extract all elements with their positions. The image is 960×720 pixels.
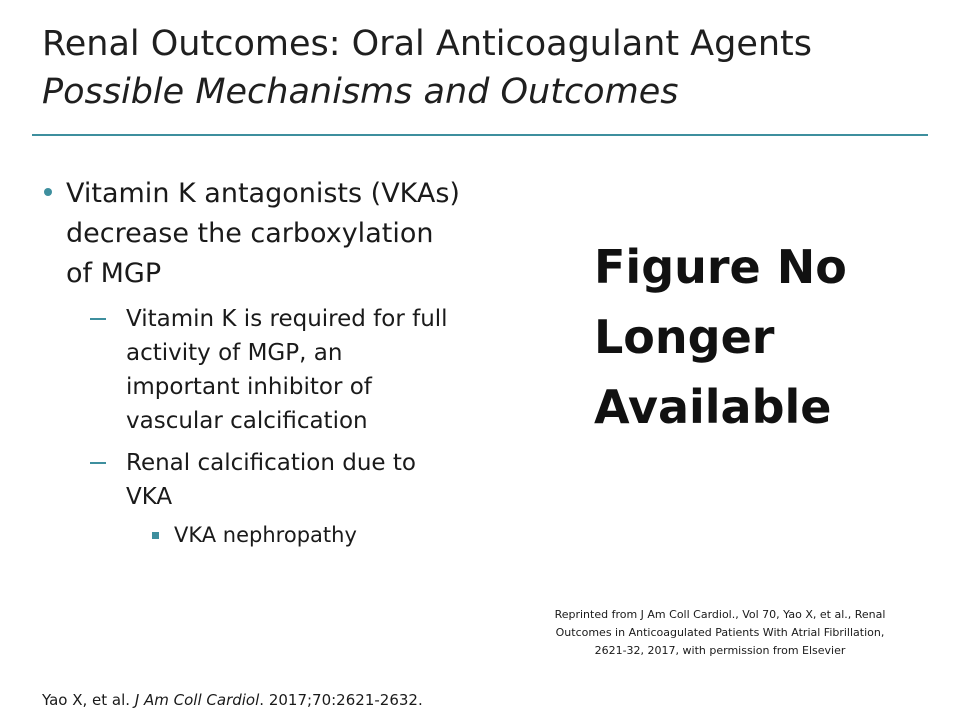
credit-line: Reprinted from J Am Coll Cardiol., Vol 7…: [554, 608, 886, 621]
bullet-level2: Vitamin K is required for full activity …: [42, 302, 462, 438]
placeholder-line: Available: [594, 380, 832, 434]
citation-journal: J Am Coll Cardiol: [134, 691, 260, 709]
slide-title-block: Renal Outcomes: Oral Anticoagulant Agent…: [42, 20, 922, 116]
dash-bullet-icon: [90, 318, 106, 320]
placeholder-line: Figure No: [594, 240, 847, 294]
bullet-list: Vitamin K antagonists (VKAs) decrease th…: [42, 174, 462, 550]
footer-citation: Yao X, et al. J Am Coll Cardiol. 2017;70…: [42, 690, 423, 710]
bullet-level2-text: Vitamin K is required for full activity …: [126, 306, 448, 434]
bullet-level2: Renal calcification due to VKA: [42, 446, 462, 514]
bullet-level1-text: Vitamin K antagonists (VKAs) decrease th…: [66, 178, 460, 289]
slide-subtitle: Possible Mechanisms and Outcomes: [42, 72, 679, 112]
citation-details: . 2017;70:2621-2632.: [259, 691, 423, 709]
square-bullet-icon: [152, 532, 159, 539]
reprint-credit: Reprinted from J Am Coll Cardiol., Vol 7…: [532, 606, 908, 660]
title-divider: [32, 134, 928, 136]
bullet-level3-text: VKA nephropathy: [174, 523, 357, 547]
bullet-level1: Vitamin K antagonists (VKAs) decrease th…: [42, 174, 462, 294]
figure-unavailable-placeholder: Figure No Longer Available: [594, 232, 914, 442]
credit-line: 2621-32, 2017, with permission from Else…: [594, 644, 846, 657]
placeholder-line: Longer: [594, 310, 775, 364]
slide-title: Renal Outcomes: Oral Anticoagulant Agent…: [42, 24, 812, 64]
bullet-level2-text: Renal calcification due to VKA: [126, 450, 416, 510]
bullet-level3: VKA nephropathy: [42, 520, 462, 550]
dash-bullet-icon: [90, 462, 106, 464]
credit-line: Outcomes in Anticoagulated Patients With…: [555, 626, 885, 639]
citation-authors: Yao X, et al.: [42, 691, 135, 709]
round-bullet-icon: [44, 188, 52, 196]
